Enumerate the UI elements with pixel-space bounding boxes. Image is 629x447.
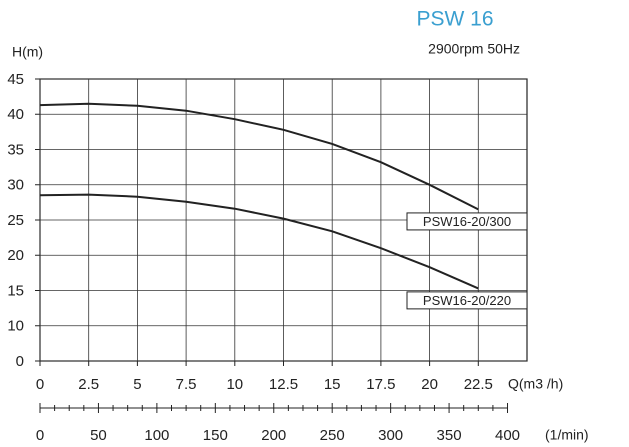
x2-axis-label: (1/min) <box>545 427 589 443</box>
y-tick-label: 10 <box>7 318 24 335</box>
chart-title: PSW 16 <box>416 8 493 31</box>
x2-tick-label: 250 <box>320 427 345 444</box>
curve <box>39 102 479 211</box>
x-tick-label: 2.5 <box>78 376 99 393</box>
chart-subtitle: 2900rpm 50Hz <box>428 41 520 57</box>
x-tick-label: 7.5 <box>176 376 197 393</box>
legend-box <box>406 212 528 231</box>
x2-tick-label: 400 <box>495 427 520 444</box>
x2-tick-label: 100 <box>144 427 169 444</box>
y-axis-label: H(m) <box>12 44 43 60</box>
x-tick-label: 17.5 <box>366 376 395 393</box>
y-tick-label: 30 <box>7 177 24 194</box>
x-tick-label: 22.5 <box>464 376 493 393</box>
x-tick-label: 0 <box>36 376 44 393</box>
curve <box>39 193 479 290</box>
x-tick-label: 20 <box>421 376 438 393</box>
x2-tick-label: 50 <box>90 427 107 444</box>
y-tick-label: 35 <box>7 141 24 158</box>
x-tick-label: 15 <box>324 376 341 393</box>
y-tick-label: 0 <box>16 353 24 370</box>
x-tick-label: 5 <box>133 376 141 393</box>
legend-label: PSW16-20/300 <box>423 214 511 229</box>
y-tick-label: 20 <box>7 247 24 264</box>
y-tick-label: 45 <box>7 71 24 88</box>
y-tick-label: 15 <box>7 282 24 299</box>
x2-tick-label: 200 <box>261 427 286 444</box>
y-tick-label: 25 <box>7 212 24 229</box>
legend-box <box>406 291 528 310</box>
x-tick-label: 12.5 <box>269 376 298 393</box>
x-tick-label: 10 <box>226 376 243 393</box>
x2-tick-label: 150 <box>203 427 228 444</box>
x2-tick-label: 0 <box>36 427 44 444</box>
legend-label: PSW16-20/220 <box>423 293 511 308</box>
x2-tick-label: 300 <box>378 427 403 444</box>
y-tick-label: 40 <box>7 106 24 123</box>
x2-tick-label: 350 <box>437 427 462 444</box>
x-axis-label: Q(m3 /h) <box>508 376 563 392</box>
